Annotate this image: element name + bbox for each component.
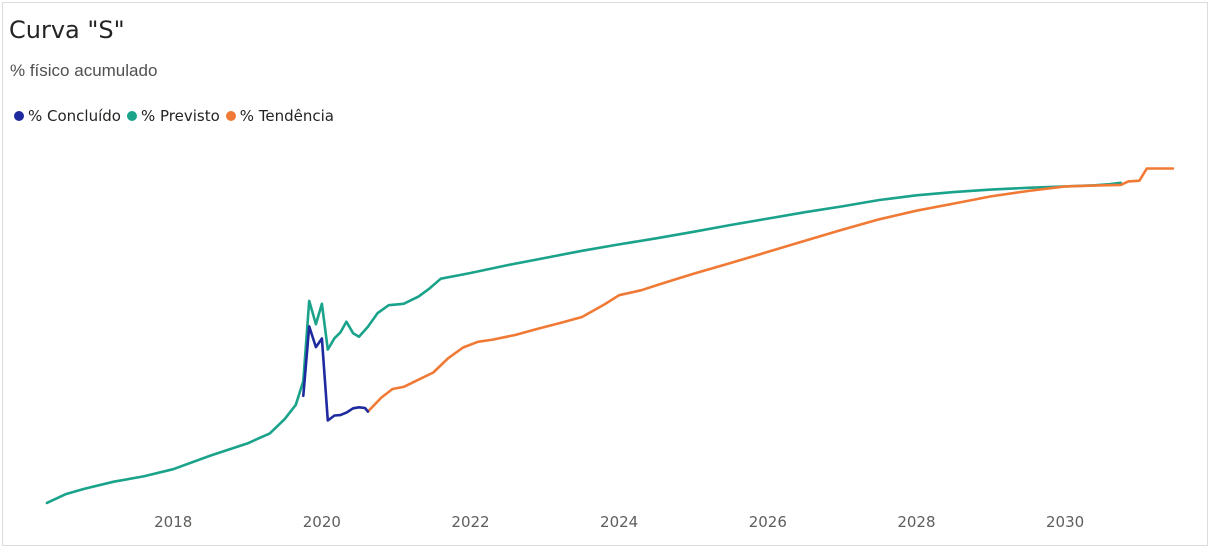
x-axis-ticks: 2018 2020 2022 2024 2026 2028 2030 (154, 513, 1084, 531)
x-tick-2026: 2026 (749, 513, 787, 531)
x-tick-2018: 2018 (154, 513, 192, 531)
legend-dot-tendencia (225, 111, 236, 121)
series-line-concluido[interactable] (301, 325, 370, 422)
x-tick-2028: 2028 (897, 513, 935, 531)
legend-label-tendencia: % Tendência (239, 107, 334, 125)
x-tick-2024: 2024 (600, 513, 638, 531)
series-line-previsto[interactable] (45, 181, 1123, 505)
chart-title: Curva "S" (9, 16, 125, 44)
legend-dot-concluido (14, 111, 24, 121)
x-tick-2020: 2020 (303, 513, 341, 531)
legend-label-previsto: % Previsto (140, 107, 220, 125)
legend-item-tendencia[interactable]: % Tendência (225, 107, 334, 125)
chart-series-lines (45, 167, 1175, 505)
legend-item-previsto[interactable]: % Previsto (126, 107, 220, 125)
x-tick-2022: 2022 (451, 513, 489, 531)
legend-dot-previsto (126, 111, 137, 121)
x-tick-2030: 2030 (1046, 513, 1084, 531)
chart-legend: % Concluído % Previsto % Tendência (14, 107, 334, 125)
legend-item-concluido[interactable]: % Concluído (14, 107, 121, 125)
chart-subtitle: % físico acumulado (10, 61, 158, 80)
series-line-tendencia[interactable] (366, 167, 1175, 413)
legend-label-concluido: % Concluído (28, 107, 121, 125)
